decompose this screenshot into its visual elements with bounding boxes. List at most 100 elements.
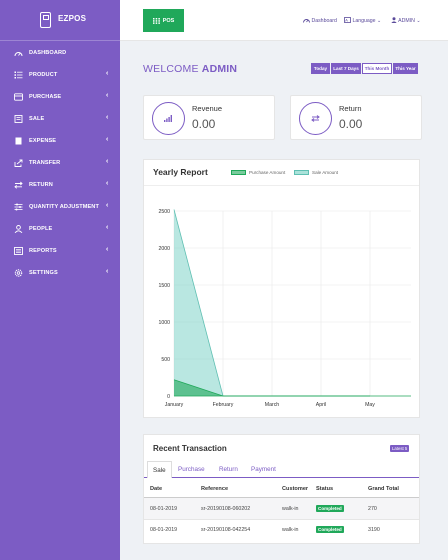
chevron-left-icon: ‹ [106, 114, 109, 121]
table-row[interactable]: 08-01-2019 sr-20190108-060202 walk-in Co… [144, 498, 419, 519]
brand[interactable]: EZPOS [0, 0, 120, 41]
status-badge: Completed [316, 505, 344, 512]
language-dropdown[interactable]: A Language ⌄ [344, 17, 382, 24]
list-icon [14, 71, 23, 79]
tab-sale[interactable]: Sale [147, 461, 172, 478]
range-today-button[interactable]: Today [311, 63, 330, 74]
column-header-date: Date [150, 486, 163, 492]
cell-date: 08-01-2019 [150, 527, 178, 533]
y-tick-label: 1500 [158, 283, 170, 289]
chevron-left-icon: ‹ [106, 136, 109, 143]
sliders-icon [14, 203, 23, 211]
tab-return[interactable]: Return [219, 466, 238, 473]
welcome-heading: WELCOME ADMIN [143, 63, 238, 75]
range-last7-button[interactable]: Last 7 Days [331, 63, 361, 74]
chart-header-divider [144, 185, 419, 186]
x-tick-label: January [165, 402, 184, 408]
sidebar-item-label: SALE [29, 116, 45, 122]
cell-total: 3190 [368, 527, 380, 533]
status-badge: Completed [316, 526, 344, 533]
legend-swatch-purchase [231, 170, 246, 175]
y-tick-label: 0 [167, 394, 170, 400]
bar-chart-icon [164, 115, 172, 122]
dashboard-link[interactable]: Dashboard [303, 17, 337, 24]
sidebar-item-reports[interactable]: REPORTS ‹ [0, 243, 120, 259]
tab-purchase[interactable]: Purchase [178, 466, 205, 473]
sidebar-item-label: REPORTS [29, 248, 57, 254]
pos-terminal-icon [40, 12, 51, 28]
legend-sale[interactable]: Sale Amount [294, 170, 338, 175]
chevron-left-icon: ‹ [106, 92, 109, 99]
chevron-left-icon: ‹ [106, 224, 109, 231]
cell-customer: walk-in [282, 506, 299, 512]
series-area-sale [174, 209, 370, 396]
cell-customer: walk-in [282, 527, 299, 533]
y-tick-label: 2000 [158, 246, 170, 252]
cell-total: 270 [368, 506, 377, 512]
table-header-divider [144, 497, 419, 499]
sidebar-item-label: EXPENSE [29, 138, 57, 144]
chevron-left-icon: ‹ [106, 268, 109, 275]
gear-icon [14, 269, 23, 277]
tab-payment[interactable]: Payment [251, 466, 276, 473]
sidebar-item-label: DASHBOARD [29, 50, 67, 56]
sidebar-item-label: PEOPLE [29, 226, 53, 232]
chart-title: Yearly Report [153, 167, 208, 177]
sidebar-item-product[interactable]: PRODUCT ‹ [0, 67, 120, 83]
sidebar-item-dashboard[interactable]: DASHBOARD [0, 45, 120, 61]
column-header-customer: Customer [282, 486, 309, 492]
chevron-left-icon: ‹ [106, 180, 109, 187]
user-dropdown[interactable]: ADMIN ⌄ [391, 17, 421, 24]
transaction-tabs: Sale Purchase Return Payment [144, 461, 419, 478]
exchange-icon [311, 115, 320, 122]
brand-name: EZPOS [58, 14, 87, 23]
gauge-icon [14, 52, 23, 57]
wallet-icon [15, 137, 22, 145]
y-tick-label: 500 [161, 357, 170, 363]
series-area-purchase [174, 379, 370, 396]
x-tick-label: April [316, 402, 326, 408]
recent-transactions-card: Recent Transaction Latest 5 Sale Purchas… [143, 434, 420, 544]
sidebar-item-sale[interactable]: SALE ‹ [0, 111, 120, 127]
column-header-grand-total: Grand Total [368, 486, 399, 492]
sidebar-item-expense[interactable]: EXPENSE ‹ [0, 133, 120, 149]
document-icon [14, 247, 23, 255]
share-icon [14, 159, 23, 167]
x-tick-label: May [365, 402, 375, 408]
user-icon [391, 17, 397, 23]
yearly-report-card: Yearly Report Purchase Amount Sale Amoun… [143, 159, 420, 418]
x-tick-label: February [213, 402, 234, 408]
cell-reference: sr-20190108-060202 [201, 506, 251, 512]
sidebar-item-return[interactable]: RETURN ‹ [0, 177, 120, 193]
exchange-icon [14, 181, 23, 189]
return-card: Return 0.00 [290, 95, 422, 140]
range-month-button[interactable]: This Month [362, 63, 392, 74]
language-icon: A [344, 17, 351, 23]
revenue-title: Revenue [192, 104, 223, 113]
legend-swatch-sale [294, 170, 309, 175]
table-row[interactable]: 08-01-2019 sr-20190108-042254 walk-in Co… [144, 520, 419, 541]
sidebar-item-label: RETURN [29, 182, 53, 188]
sidebar-item-people[interactable]: PEOPLE ‹ [0, 221, 120, 237]
legend-purchase[interactable]: Purchase Amount [231, 170, 285, 175]
y-tick-label: 2500 [158, 209, 170, 215]
cell-date: 08-01-2019 [150, 506, 178, 512]
chevron-left-icon: ‹ [106, 202, 109, 209]
range-year-button[interactable]: This Year [393, 63, 418, 74]
sidebar-item-transfer[interactable]: TRANSFER ‹ [0, 155, 120, 171]
pos-button[interactable]: POS [143, 9, 184, 32]
sidebar: EZPOS DASHBOARD PRODUCT ‹ PURCHASE ‹ SALE ‹ EXP… [0, 0, 120, 560]
cart-icon [14, 115, 23, 123]
return-icon-circle [299, 102, 332, 135]
grid-icon [152, 17, 160, 24]
recent-title: Recent Transaction [153, 444, 227, 453]
sidebar-item-label: SETTINGS [29, 270, 58, 276]
y-tick-label: 1000 [158, 320, 170, 326]
revenue-icon-circle [152, 102, 185, 135]
sidebar-item-settings[interactable]: SETTINGS ‹ [0, 265, 120, 281]
sidebar-item-purchase[interactable]: PURCHASE ‹ [0, 89, 120, 105]
sidebar-item-quantity-adjustment[interactable]: QUANTITY ADJUSTMENT ‹ [0, 199, 120, 215]
topbar: POS Dashboard A Language ⌄ ADMIN ⌄ [120, 0, 448, 41]
column-header-reference: Reference [201, 486, 229, 492]
column-header-status: Status [316, 486, 334, 492]
